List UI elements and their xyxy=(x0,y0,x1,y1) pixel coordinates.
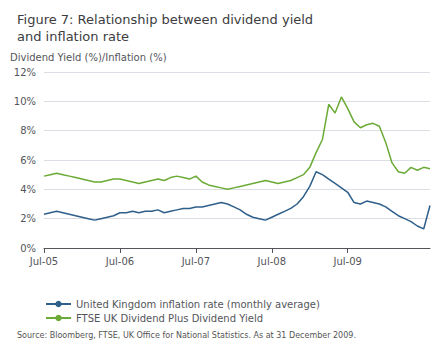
svg-text:Jul-06: Jul-06 xyxy=(105,256,134,267)
svg-text:Jul-05: Jul-05 xyxy=(29,256,58,267)
svg-text:and inflation rate: and inflation rate xyxy=(17,29,129,44)
svg-text:Jul-09: Jul-09 xyxy=(333,256,362,267)
svg-text:Figure 7: Relationship between: Figure 7: Relationship between dividend … xyxy=(17,12,313,27)
svg-text:Source: Bloomberg, FTSE, UK Of: Source: Bloomberg, FTSE, UK Office for N… xyxy=(17,331,356,340)
svg-text:2%: 2% xyxy=(20,213,36,224)
svg-text:12%: 12% xyxy=(14,67,36,78)
svg-text:8%: 8% xyxy=(20,125,36,136)
svg-text:United Kingdom inflation rate: United Kingdom inflation rate (monthly a… xyxy=(76,299,320,310)
svg-text:10%: 10% xyxy=(14,96,36,107)
svg-text:FTSE UK Dividend Plus Dividend: FTSE UK Dividend Plus Dividend Yield xyxy=(76,313,263,324)
svg-text:Jul-08: Jul-08 xyxy=(257,256,286,267)
svg-text:4%: 4% xyxy=(20,184,36,195)
svg-text:Jul-07: Jul-07 xyxy=(181,256,210,267)
svg-text:Dividend Yield (%)/Inflation (: Dividend Yield (%)/Inflation (%) xyxy=(10,52,167,63)
svg-text:6%: 6% xyxy=(20,155,36,166)
svg-text:0%: 0% xyxy=(20,243,36,254)
